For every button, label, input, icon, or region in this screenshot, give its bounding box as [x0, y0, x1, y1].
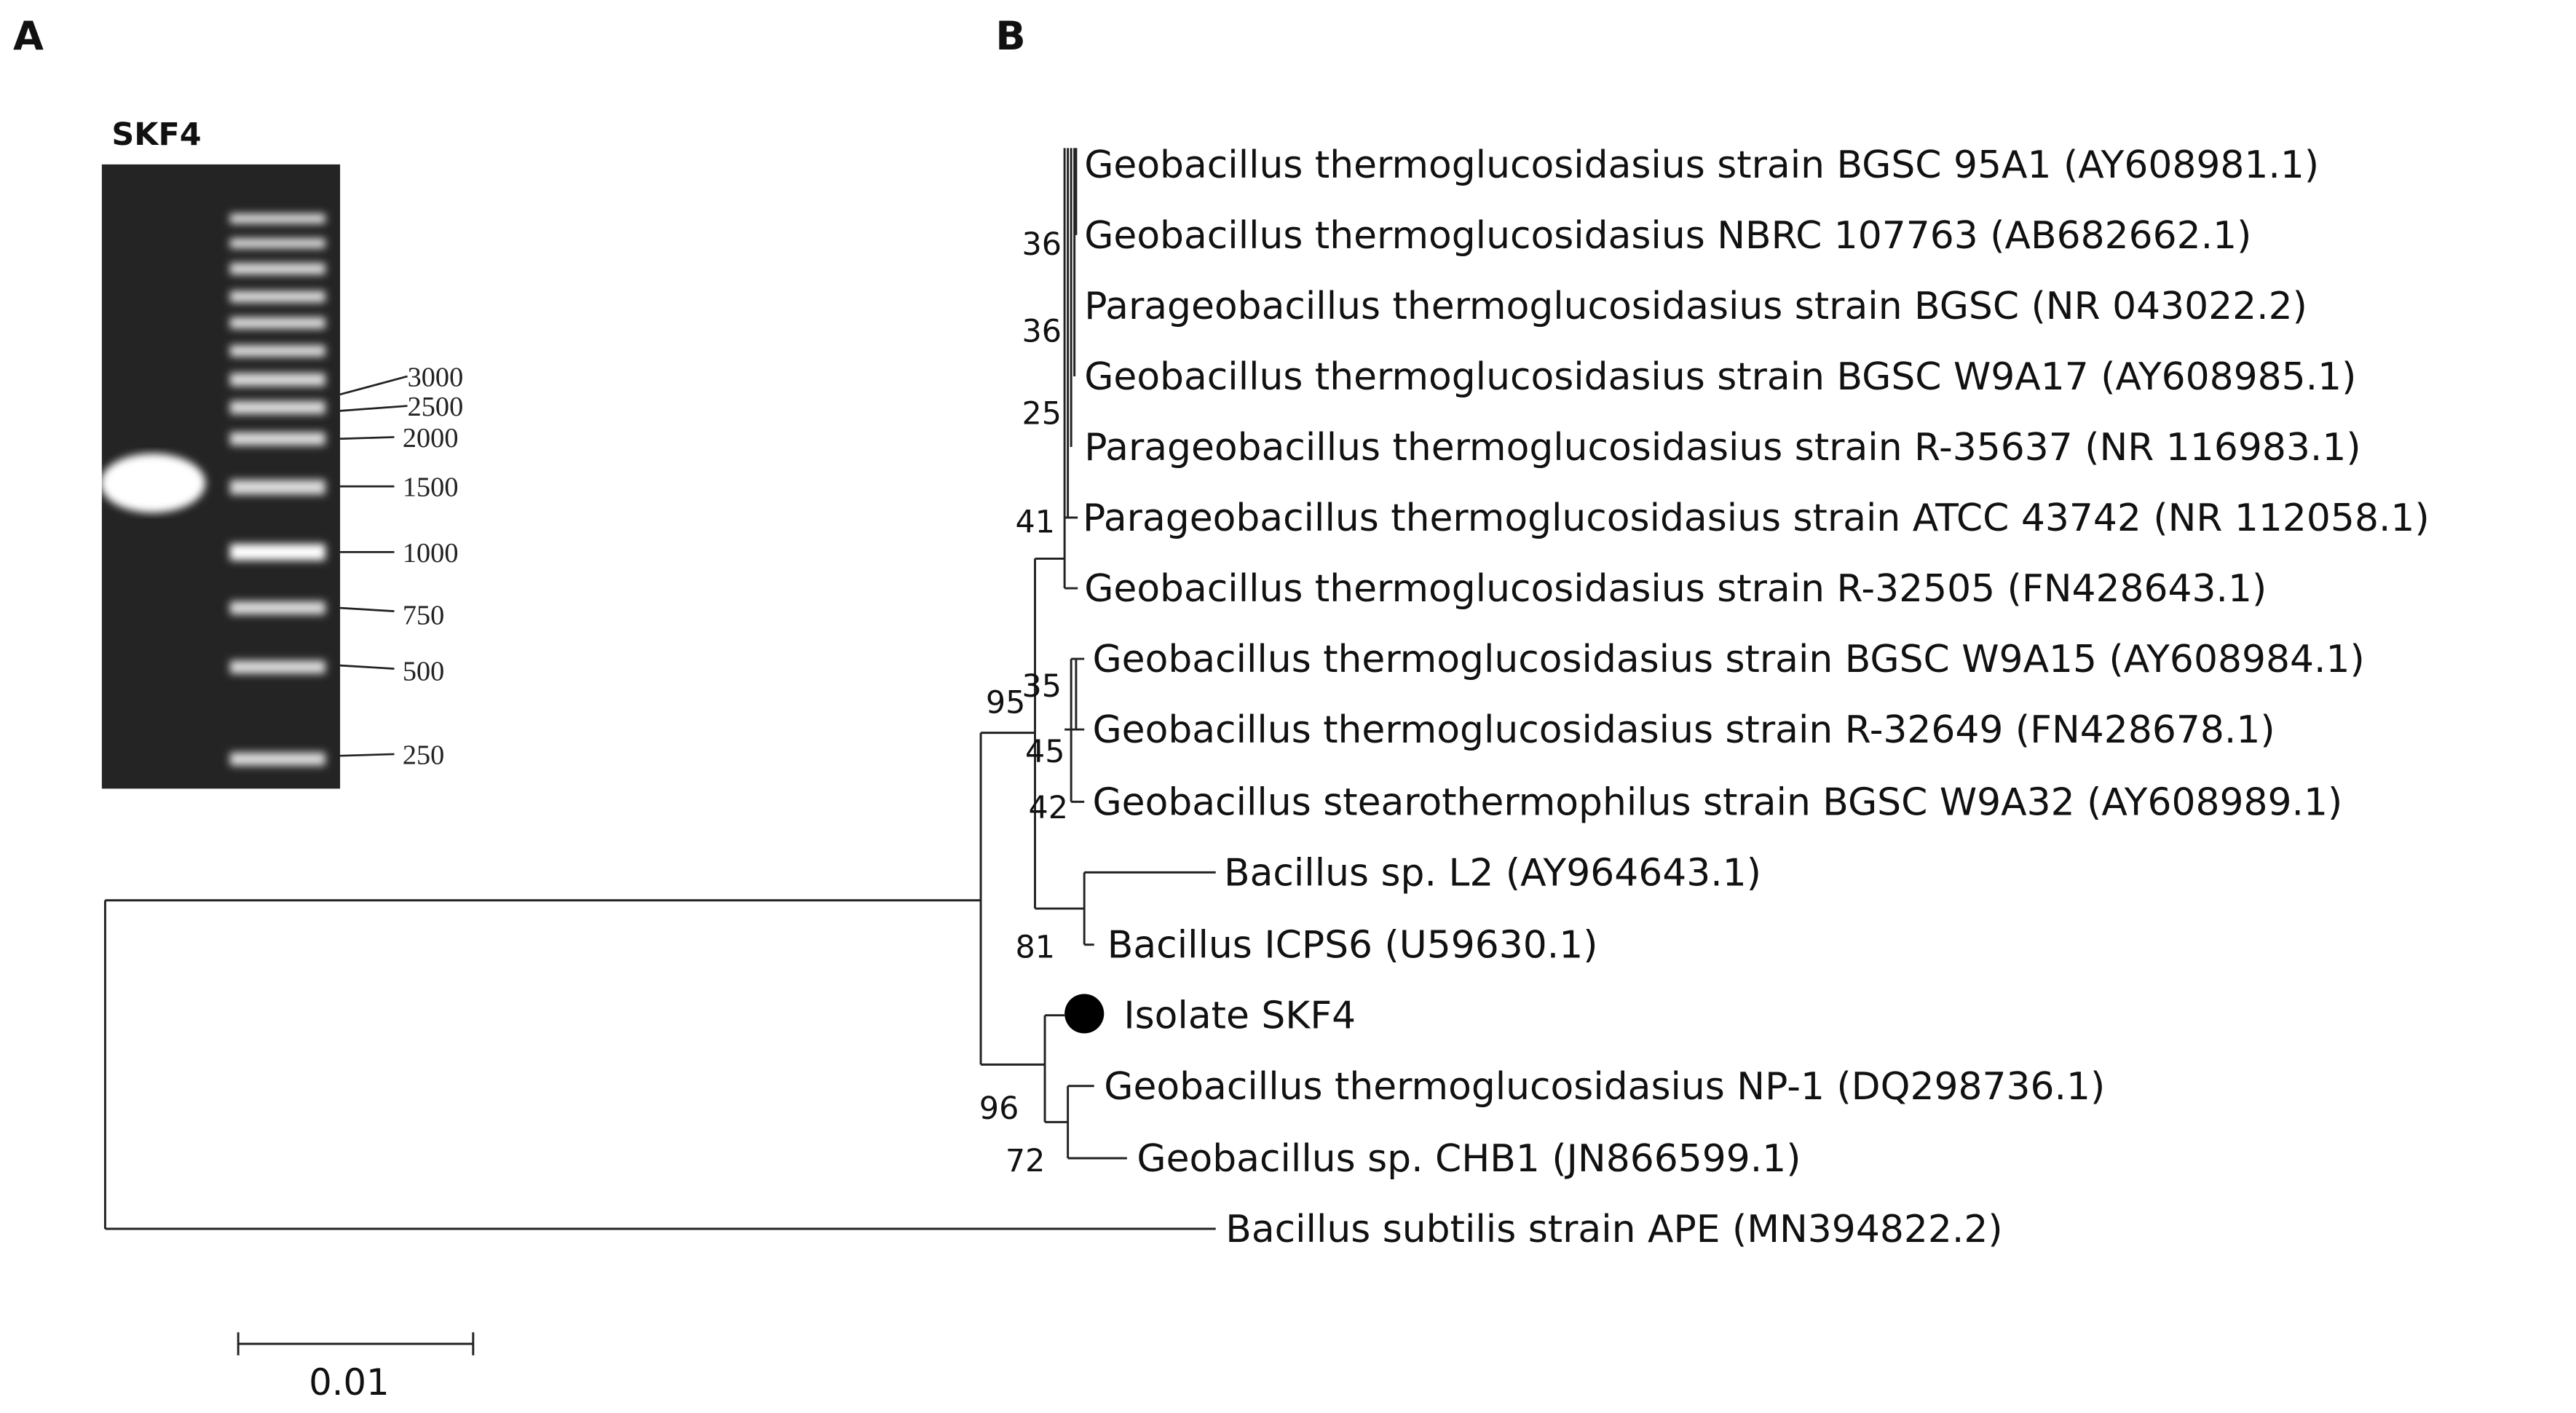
leaf-label: Parageobacillus thermoglucosidasius stra… — [1083, 496, 2430, 540]
bootstrap: 81 — [1015, 930, 1055, 966]
ladder-label: 3000 — [408, 363, 464, 393]
scale-bar — [237, 1332, 475, 1355]
tree-branches — [103, 148, 1216, 1230]
gel — [100, 164, 341, 789]
bootstrap: 36 — [1022, 226, 1062, 263]
bootstrap: 36 — [1022, 314, 1062, 350]
leaf-label: Geobacillus thermoglucosidasius strain B… — [1092, 638, 2364, 681]
ladder-label: 2500 — [408, 392, 464, 422]
gel-title: SKF4 — [111, 116, 201, 153]
leaf-label: Isolate SKF4 — [1123, 994, 1356, 1038]
bootstrap: 35 — [1022, 668, 1062, 705]
bootstrap: 45 — [1025, 734, 1065, 770]
ladder — [339, 375, 408, 757]
leaf-label: Bacillus subtilis strain APE (MN394822.2… — [1225, 1208, 2002, 1251]
bootstrap: 41 — [1015, 504, 1055, 540]
leaf-label: Geobacillus thermoglucosidasius strain R… — [1092, 708, 2275, 752]
leaf-label: Geobacillus sp. CHB1 (JN866599.1) — [1137, 1137, 1801, 1181]
leaf-label: Parageobacillus thermoglucosidasius stra… — [1084, 426, 2360, 470]
bootstrap: 96 — [979, 1091, 1019, 1127]
ladder-label: 1000 — [403, 538, 459, 569]
bootstrap: 95 — [986, 685, 1026, 721]
ladder-label: 1500 — [403, 472, 459, 503]
panel-label: A — [13, 13, 44, 59]
isolate-marker — [1064, 994, 1105, 1034]
bootstrap: 25 — [1022, 395, 1062, 432]
leaf-label: Geobacillus thermoglucosidasius NBRC 107… — [1084, 214, 2251, 258]
panel-label: B — [995, 13, 1025, 59]
leaf-label: Bacillus sp. L2 (AY964643.1) — [1224, 851, 1761, 895]
bootstrap: 72 — [1005, 1143, 1046, 1179]
ladder-label: 2000 — [403, 423, 459, 454]
ladder-label: 250 — [403, 740, 445, 770]
leaf-label: Parageobacillus thermoglucosidasius stra… — [1084, 285, 2307, 328]
leaf-label: Geobacillus thermoglucosidasius NP-1 (DQ… — [1104, 1065, 2105, 1109]
leaf-label: Geobacillus stearothermophilus strain BG… — [1092, 780, 2342, 824]
leaf-label: Geobacillus thermoglucosidasius strain R… — [1084, 567, 2267, 611]
leaf-label: Bacillus ICPS6 (U59630.1) — [1107, 924, 1598, 967]
ladder-label: 500 — [403, 656, 445, 686]
ladder-label: 750 — [403, 601, 445, 631]
leaf-label: Geobacillus thermoglucosidasius strain B… — [1084, 143, 2319, 187]
bootstrap: 42 — [1028, 790, 1068, 826]
scale-label: 0.01 — [309, 1361, 390, 1404]
leaf-label: Geobacillus thermoglucosidasius strain B… — [1084, 355, 2356, 399]
